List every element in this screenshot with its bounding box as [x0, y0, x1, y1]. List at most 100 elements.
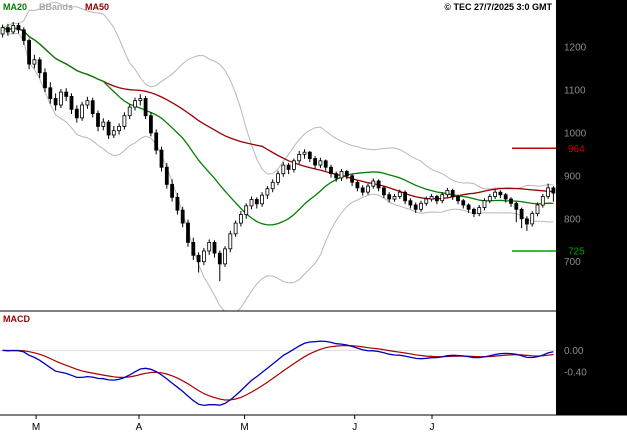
candle-body	[117, 126, 121, 132]
price-axis-strip	[556, 0, 627, 415]
candle-body	[186, 222, 190, 243]
candle-body	[535, 204, 540, 215]
candle-body	[238, 214, 243, 224]
macd-panel	[0, 340, 556, 407]
candle-body	[223, 248, 227, 265]
price-tick-label: 700	[564, 257, 581, 268]
candle-body	[85, 100, 90, 106]
candle-body	[43, 72, 47, 89]
candle-body	[376, 180, 381, 189]
x-axis-label: M	[32, 422, 40, 433]
candle-body	[307, 151, 312, 159]
candle-body	[392, 196, 397, 200]
candle-body	[154, 132, 159, 151]
candle-body	[254, 199, 259, 205]
candle-body	[207, 241, 212, 252]
candle-body	[461, 200, 466, 206]
bollinger-lower-line	[2, 27, 554, 311]
candle-body	[546, 187, 550, 197]
candle-body	[487, 196, 492, 202]
candle-body	[339, 171, 344, 179]
candle-body	[509, 198, 513, 204]
macd-line	[2, 340, 554, 407]
candle-body	[286, 164, 291, 170]
candle-body	[201, 250, 206, 263]
candle-body	[6, 27, 10, 33]
candle-body	[111, 130, 116, 136]
candle-body	[381, 187, 386, 196]
candle-body	[466, 204, 471, 210]
candle-body	[270, 181, 275, 190]
candle-body	[440, 194, 445, 202]
candle-body	[281, 164, 286, 175]
price-tick-label: 1000	[564, 128, 587, 139]
candle-body	[413, 204, 418, 210]
candle-body	[53, 98, 58, 106]
candle-body	[334, 173, 339, 179]
candle-body	[90, 100, 95, 114]
candle-body	[403, 191, 408, 202]
candle-body	[355, 181, 360, 189]
candle-body	[318, 160, 323, 166]
candle-body	[276, 173, 280, 183]
candle-body	[525, 218, 529, 225]
candle-body	[133, 100, 137, 108]
x-axis-label: A	[136, 422, 143, 433]
support-level-label: 725	[568, 247, 585, 258]
price-tick-label: 1200	[564, 43, 587, 54]
candle-body	[493, 191, 498, 197]
candle-body	[59, 91, 63, 106]
price-tick-label: 1100	[564, 85, 586, 96]
candle-body	[74, 108, 79, 119]
candle-body	[434, 196, 439, 202]
candle-body	[32, 59, 37, 65]
candle-body	[313, 158, 318, 166]
macd-tick-label: -0.40	[564, 368, 587, 379]
candle-body	[138, 98, 143, 101]
candle-body	[445, 189, 450, 196]
candle-body	[27, 40, 32, 65]
ma20-line	[2, 26, 554, 226]
candle-body	[164, 166, 169, 185]
candle-body	[16, 25, 21, 31]
macd-tick-label: 0.00	[564, 346, 584, 357]
candle-body	[212, 241, 217, 254]
candle-body	[297, 153, 302, 162]
candle-body	[323, 160, 328, 168]
candle-body	[387, 194, 392, 200]
candle-body	[143, 98, 148, 117]
candle-body	[429, 196, 434, 200]
candle-body	[196, 254, 201, 263]
candle-body	[482, 200, 487, 208]
candle-body	[477, 207, 482, 215]
candle-body	[260, 194, 265, 205]
candle-body	[503, 194, 508, 200]
candle-body	[191, 241, 196, 256]
candle-body	[80, 104, 84, 119]
candle-body	[371, 180, 376, 187]
candle-body	[498, 191, 503, 196]
candle-body	[408, 200, 413, 206]
candle-body	[37, 59, 42, 74]
candle-body	[48, 87, 53, 99]
candle-body	[101, 121, 106, 127]
candle-body	[148, 115, 153, 134]
candle-body	[514, 202, 519, 210]
bollinger-upper-line	[2, 1, 554, 190]
legend-ma50: MA50	[85, 2, 110, 12]
price-tick-label: 800	[564, 214, 581, 225]
candle-body	[64, 91, 69, 97]
candle-body	[233, 222, 238, 235]
candle-body	[366, 185, 370, 193]
candle-body	[397, 191, 402, 197]
candle-body	[21, 29, 26, 41]
candle-body	[69, 96, 74, 110]
x-axis-label: M	[240, 422, 248, 433]
legend-ma20: MA20	[3, 2, 28, 12]
candle-body	[519, 208, 524, 220]
x-axis-label: J	[352, 422, 357, 433]
resistance-level-label: 964	[568, 144, 585, 155]
